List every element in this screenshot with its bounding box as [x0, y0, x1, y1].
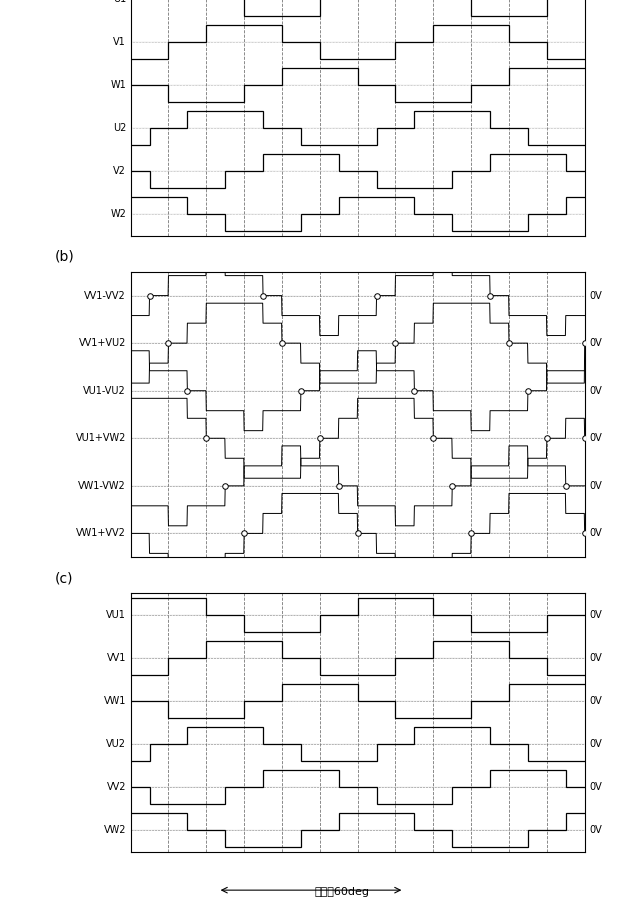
Text: VW1-VW2: VW1-VW2: [78, 481, 126, 491]
Text: (b): (b): [54, 249, 74, 264]
Text: VU2: VU2: [106, 739, 126, 749]
Text: VW1: VW1: [104, 696, 126, 706]
Text: VU1+VW2: VU1+VW2: [76, 433, 126, 443]
Text: VV1-VV2: VV1-VV2: [85, 291, 126, 301]
Text: W1: W1: [110, 80, 126, 90]
Text: V2: V2: [113, 166, 126, 176]
Text: 0V: 0V: [589, 825, 602, 835]
Text: VW2: VW2: [104, 825, 126, 835]
Text: 0V: 0V: [589, 338, 602, 348]
Text: VV1+VU2: VV1+VU2: [79, 338, 126, 348]
Text: V1: V1: [113, 37, 126, 47]
Text: 0V: 0V: [589, 291, 602, 301]
Text: VU1-VU2: VU1-VU2: [83, 386, 126, 396]
Text: VW1+VV2: VW1+VV2: [77, 528, 126, 538]
Text: 0V: 0V: [589, 386, 602, 396]
Text: 0V: 0V: [589, 696, 602, 706]
Text: 0V: 0V: [589, 610, 602, 620]
Text: 0V: 0V: [589, 433, 602, 443]
Text: 電気昆60deg: 電気昆60deg: [315, 887, 369, 897]
Text: (c): (c): [54, 572, 73, 585]
Text: U2: U2: [113, 123, 126, 133]
Text: 0V: 0V: [589, 528, 602, 538]
Text: 0V: 0V: [589, 782, 602, 792]
Text: 0V: 0V: [589, 653, 602, 663]
Text: 0V: 0V: [589, 739, 602, 749]
Text: VV2: VV2: [106, 782, 126, 792]
Text: W2: W2: [110, 209, 126, 219]
Text: U1: U1: [113, 0, 126, 4]
Text: VU1: VU1: [106, 610, 126, 620]
Text: VV1: VV1: [107, 653, 126, 663]
Text: 0V: 0V: [589, 481, 602, 491]
